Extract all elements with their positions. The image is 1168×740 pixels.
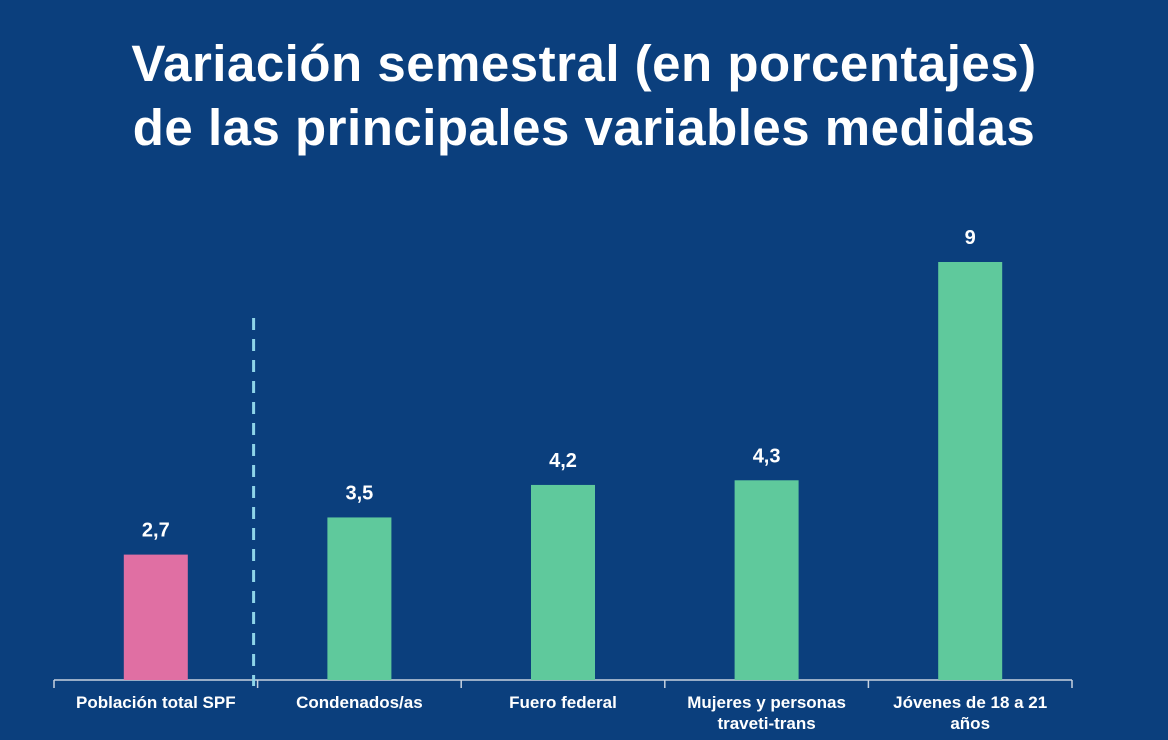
bar-5 (938, 262, 1003, 680)
category-label-1: Población total SPF (76, 693, 236, 712)
chart-title-line-1: Variación semestral (en porcentajes) (131, 35, 1037, 92)
data-label-2: 3,5 (345, 482, 373, 504)
chart-title-line-2: de las principales variables medidas (132, 99, 1036, 156)
category-label-5-line-2: años (950, 714, 990, 733)
category-label-3: Fuero federal (509, 693, 617, 712)
data-label-5: 9 (965, 227, 976, 249)
category-label-4-line-2: traveti-trans (717, 714, 815, 733)
chart-title: Variación semestral (en porcentajes) de … (0, 32, 1168, 160)
category-label-4-line-1: Mujeres y personas (687, 693, 846, 712)
data-label-3: 4,2 (549, 450, 577, 472)
category-label-5-line-1: Jóvenes de 18 a 21 (893, 693, 1047, 712)
bar-2 (327, 517, 392, 680)
bar-3 (531, 484, 595, 680)
data-label-1: 2,7 (142, 520, 170, 542)
bar-4 (734, 480, 799, 680)
data-label-4: 4,3 (753, 445, 781, 467)
bar-1 (123, 554, 188, 680)
category-label-2: Condenados/as (296, 693, 423, 712)
